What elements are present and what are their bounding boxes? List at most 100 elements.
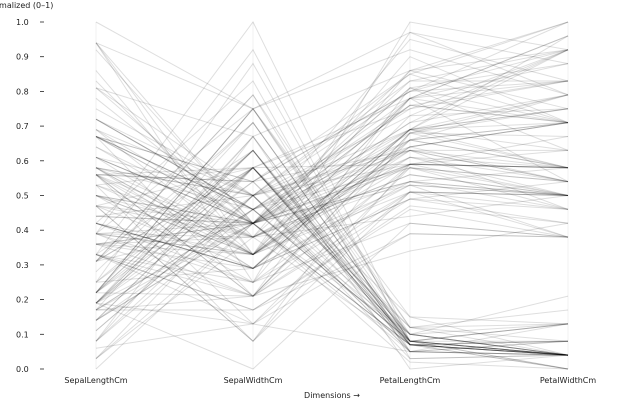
y-ticks: 0.0 0.1 0.2 0.3 0.4 0.5 0.6 0.7 0.8 0.9 1.0 [16,18,44,374]
y-tick-label: 1.0 [16,18,29,27]
record-line [95,166,569,346]
record-line [95,167,569,356]
record-line [95,49,569,186]
record-line [95,104,569,210]
dimension-label: PetalWidthCm [540,376,597,385]
y-tick-label: 0.5 [16,192,29,201]
record-line [95,108,569,342]
record-line [96,233,569,311]
record-line [95,122,569,270]
record-line [95,163,569,342]
record-line [95,21,569,342]
record-line [95,132,569,342]
record-line [95,191,569,342]
record-line [95,87,569,297]
dimension-label: SepalWidthCm [224,376,283,385]
y-tick-label: 0.8 [16,87,29,96]
record-line [95,149,569,356]
record-line [95,122,569,224]
record-line [95,222,569,370]
record-line [95,21,569,138]
record-line [95,163,569,238]
record-line [95,233,569,325]
dimension-label: PetalLengthCm [380,376,441,385]
record-line [95,35,569,176]
record-line [95,149,569,207]
record-line [95,198,569,269]
record-line [95,122,569,256]
y-tick-label: 0.6 [16,157,29,166]
record-line [95,146,569,238]
record-line [95,129,569,256]
record-line [95,236,569,359]
record-line [95,167,569,283]
record-line [95,135,569,370]
record-line [95,31,569,256]
y-tick-label: 0.7 [16,122,29,131]
record-line [95,146,569,224]
record-line [95,42,569,225]
record-line [95,195,569,245]
record-line [95,56,569,238]
record-line [95,208,569,311]
record-line [95,31,569,110]
record-line [95,163,569,256]
record-line [95,139,569,297]
record-line [95,149,569,256]
record-line [95,222,569,359]
record-line [95,167,569,325]
record-line [95,208,569,370]
record-line [95,94,569,353]
record-line [95,167,569,342]
record-line [95,167,569,238]
record-line [95,80,569,210]
record-line [95,208,569,356]
record-line [95,222,569,356]
record-line [95,222,569,346]
record-line [95,129,569,269]
record-line [95,94,569,328]
record-line [95,48,569,356]
record-line [95,208,569,356]
record-line [95,222,569,370]
record-line [95,191,569,325]
record-line [95,94,569,197]
record-line [95,323,569,353]
record-line [95,184,569,256]
record-line [95,104,569,224]
record-line [95,174,569,238]
record-line [95,49,569,224]
record-line [95,149,569,353]
record-line [95,222,569,356]
record-line [95,80,568,224]
record-line [95,132,569,224]
record-line [95,108,569,269]
record-line [95,181,569,238]
record-line [95,62,569,370]
record-line [95,222,569,283]
record-line [95,94,569,224]
record-line [95,107,568,342]
record-line [95,63,569,256]
record-line [95,49,569,210]
record-line [95,205,569,311]
record-line [95,208,569,356]
record-line [95,149,568,183]
record-line [95,136,569,210]
record-line [95,191,569,283]
y-tick-label: 0.2 [16,296,29,305]
record-line [95,108,569,270]
record-line [95,135,569,370]
dimension-axes [95,22,569,369]
record-line [95,94,569,256]
record-line [95,222,569,370]
record-line [95,222,569,297]
record-line [95,167,569,356]
record-line [95,149,569,356]
record-line [95,194,569,356]
record-line [95,80,569,224]
record-line [95,191,569,297]
record-line [95,49,569,197]
record-line [95,121,569,342]
record-line [95,21,569,284]
